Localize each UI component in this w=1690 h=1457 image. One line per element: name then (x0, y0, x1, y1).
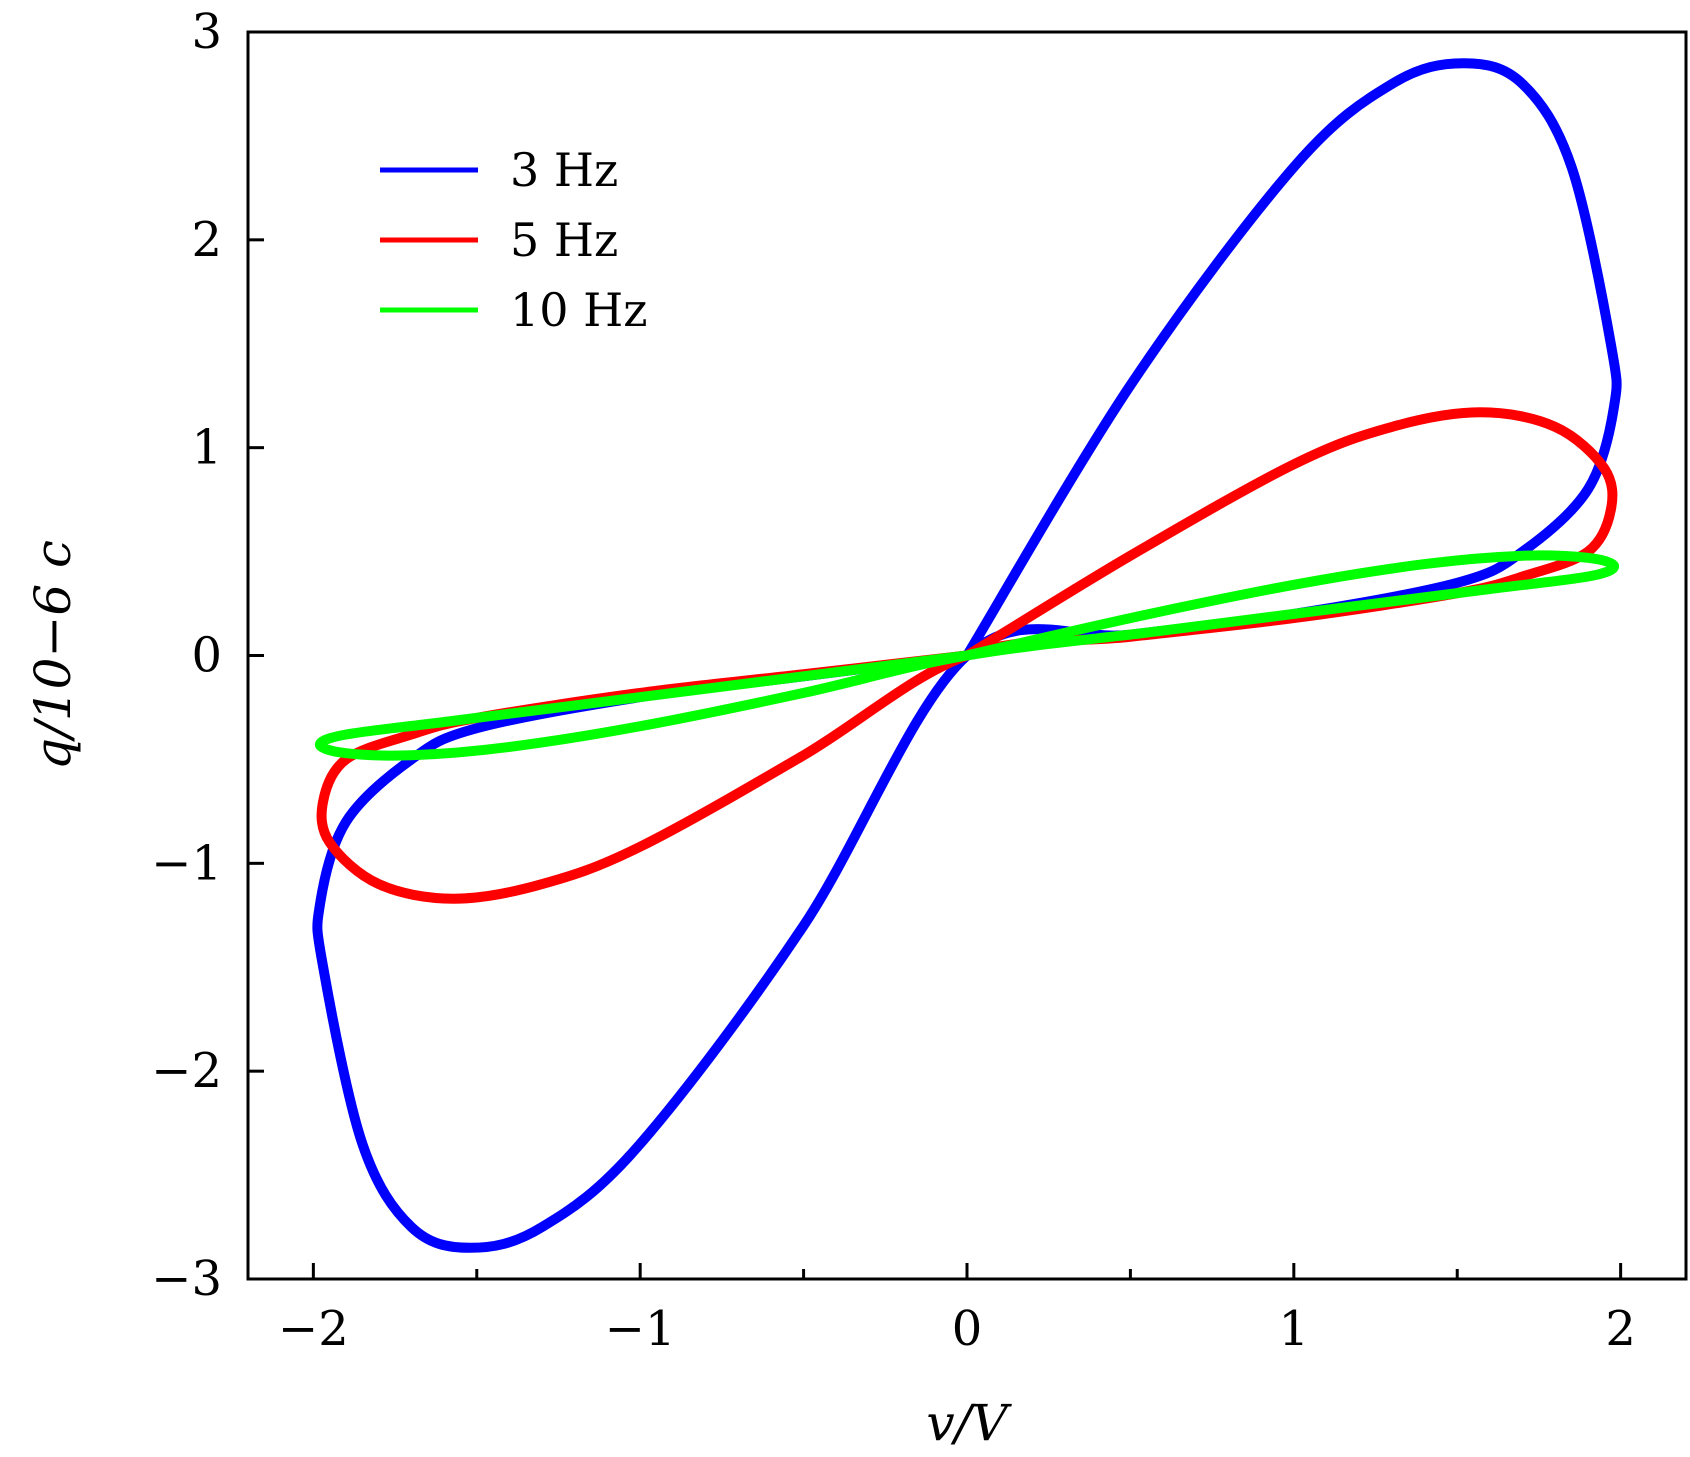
y-tick-label: 3 (191, 4, 222, 60)
y-tick-label: 2 (191, 212, 222, 268)
series-layer (312, 58, 1622, 1253)
x-tick-label: 0 (952, 1301, 983, 1357)
legend-label: 3 Hz (510, 143, 618, 197)
y-ticks: −3 −2 −1 0 1 2 3 (151, 4, 264, 1307)
y-tick-label: 1 (191, 420, 222, 476)
x-tick-label: −2 (278, 1301, 349, 1357)
x-tick-label: 1 (1279, 1301, 1310, 1357)
x-ticks: −2 −1 0 1 2 (278, 1263, 1636, 1357)
x-tick-label: 2 (1605, 1301, 1636, 1357)
legend: 3 Hz 5 Hz 10 Hz (380, 143, 648, 337)
x-axis-label: v/V (926, 1394, 1012, 1452)
y-tick-label: 0 (191, 628, 222, 684)
y-tick-label: −3 (151, 1251, 222, 1307)
legend-label: 5 Hz (510, 213, 618, 267)
y-axis-label: q/10−6 c (24, 540, 82, 770)
x-tick-label: −1 (605, 1301, 676, 1357)
series-line-10-hz (314, 550, 1620, 761)
y-tick-label: −1 (151, 835, 222, 891)
y-tick-label: −2 (151, 1043, 222, 1099)
legend-label: 10 Hz (510, 283, 648, 337)
